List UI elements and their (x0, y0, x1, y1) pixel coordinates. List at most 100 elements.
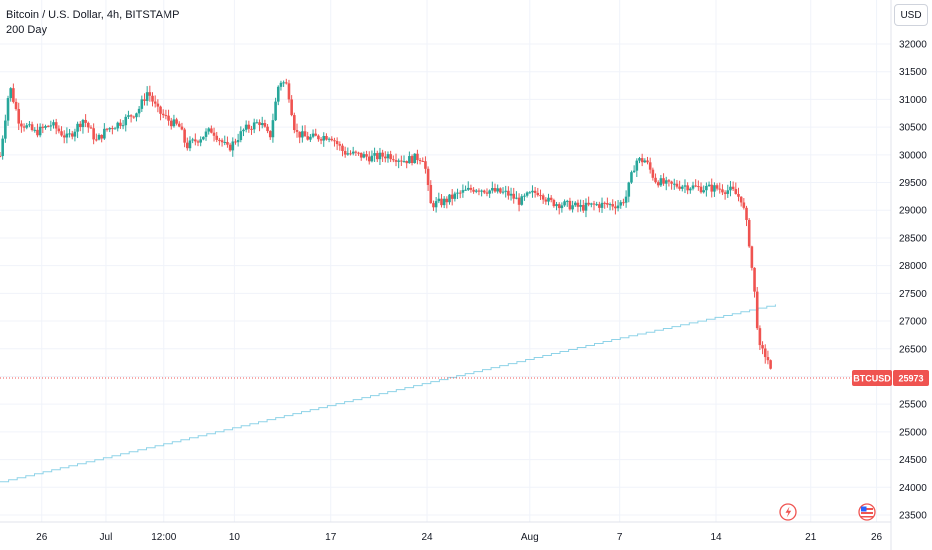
indicator-label[interactable]: 200 Day (6, 24, 47, 36)
candle-down (330, 138, 334, 141)
candle-up (145, 92, 149, 101)
us-flag-icon[interactable] (858, 503, 876, 521)
candle-down (651, 169, 655, 178)
candle-up (49, 125, 53, 127)
candle-down (14, 101, 18, 110)
candle-up (81, 119, 85, 128)
candle-down (194, 139, 197, 142)
candle-up (619, 202, 623, 206)
candle-down (426, 168, 430, 186)
candle-down (167, 115, 170, 121)
x-tick-label: Aug (521, 532, 539, 543)
candle-down (766, 357, 770, 361)
candle-up (501, 191, 505, 193)
candle-up (630, 172, 633, 183)
candle-down (512, 193, 516, 199)
candle-down (153, 101, 157, 104)
candle-up (140, 99, 144, 109)
candle-down (111, 128, 114, 130)
candle-down (357, 152, 360, 154)
candle-down (306, 136, 310, 140)
candle-down (450, 194, 454, 199)
candle-up (729, 186, 732, 191)
time-axis[interactable]: 26 Jul 12:00 10 17 24 Aug 7 14 21 26 (36, 532, 882, 543)
candle-up (276, 86, 280, 102)
candle-down (62, 135, 66, 138)
candle-down (151, 95, 154, 102)
candle-down (333, 140, 336, 142)
candle-down (60, 131, 63, 136)
candle-up (531, 190, 534, 193)
candle-up (279, 82, 283, 87)
candle-down (247, 124, 251, 129)
candle-up (113, 128, 117, 130)
currency-button[interactable]: USD (894, 4, 928, 26)
candle-down (359, 152, 363, 158)
candle-down (228, 144, 232, 151)
candle-down (539, 195, 542, 197)
candle-down (429, 185, 433, 204)
y-tick-label: 31500 (899, 67, 927, 78)
candle-up (664, 180, 668, 184)
candle-up (76, 123, 79, 132)
x-tick-label: 21 (805, 532, 817, 543)
candle-down (592, 203, 596, 205)
candle-down (343, 150, 347, 155)
candle-up (434, 201, 438, 208)
candle-up (702, 190, 706, 193)
candle-down (20, 123, 23, 127)
candle-down (392, 159, 395, 161)
candle-up (571, 205, 574, 210)
candle-down (737, 193, 740, 197)
candle-down (325, 135, 328, 140)
candle-down (742, 202, 746, 208)
candle-down (169, 120, 173, 127)
candle-down (70, 133, 74, 137)
candle-down (132, 116, 136, 118)
candle-up (38, 126, 42, 136)
candle-up (231, 141, 235, 151)
price-tag-bg (893, 369, 929, 386)
candle-down (405, 161, 409, 164)
y-tick-label: 28500 (899, 233, 927, 244)
candle-down (614, 206, 617, 209)
candle-down (755, 291, 759, 329)
candle-up (504, 190, 508, 192)
candle-down (250, 128, 253, 130)
candle-up (301, 131, 304, 138)
candle-up (565, 200, 569, 202)
candle-down (226, 141, 229, 145)
candle-up (202, 136, 205, 140)
candle-up (689, 188, 692, 191)
candle-up (28, 124, 31, 126)
candle-down (183, 129, 186, 143)
candle-down (143, 99, 146, 101)
candle-up (239, 131, 243, 141)
candle-up (260, 123, 264, 126)
candle-up (448, 194, 451, 203)
symbol-title[interactable]: Bitcoin / U.S. Dollar, 4h, BITSTAMP (6, 9, 180, 21)
candle-down (180, 126, 184, 130)
candle-up (632, 170, 636, 173)
candle-down (381, 152, 384, 157)
candle-up (103, 128, 106, 139)
candle-down (46, 126, 50, 128)
candle-down (499, 188, 502, 193)
moving-average-layer (0, 304, 776, 483)
candle-down (159, 106, 162, 114)
candle-up (108, 128, 112, 130)
candle-up (124, 116, 128, 126)
candle-down (84, 119, 87, 123)
candle-down (314, 133, 318, 136)
y-tick-label: 27500 (899, 289, 927, 300)
candle-down (458, 192, 462, 194)
y-tick-label: 32000 (899, 40, 927, 51)
candle-up (509, 193, 513, 196)
y-tick-label: 30000 (899, 150, 927, 161)
lightning-icon[interactable] (779, 503, 797, 521)
candle-down (477, 190, 481, 192)
candle-down (119, 122, 122, 126)
price-axis[interactable]: 2350024000245002500025500260002650027000… (899, 40, 927, 522)
candle-down (338, 144, 342, 146)
